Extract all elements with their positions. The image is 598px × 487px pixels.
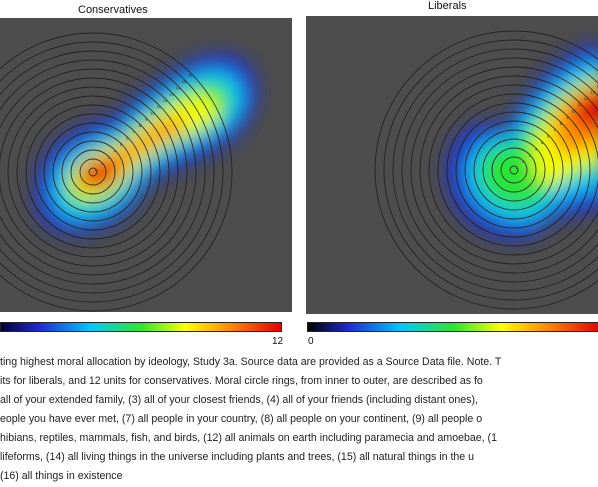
moral-circle-ring — [79, 158, 107, 186]
heatmap-conservatives: 1 2 3 4 5 6 7 8 9 10 11 12 13 14 15 16 — [0, 18, 292, 312]
ring-number-label: 14 — [596, 83, 598, 88]
caption-line: lifeforms, (14) all living things in the… — [0, 451, 475, 463]
colorbar-min-label-liberals: 0 — [308, 336, 314, 347]
ring-number-label: 9 — [145, 117, 148, 122]
caption-line: hibians, reptiles, mammals, fish, and bi… — [0, 432, 497, 444]
moral-circle-ring — [0, 50, 215, 294]
ring-number-label: 3 — [107, 155, 110, 160]
ring-number-label: 11 — [157, 104, 162, 109]
caption-line: its for liberals, and 12 units for conse… — [0, 375, 483, 387]
moral-circle-ring — [455, 111, 573, 229]
moral-circle-ring — [16, 95, 170, 249]
moral-circle-ring — [70, 149, 116, 195]
ring-number-label: 4 — [535, 146, 538, 151]
caption-line: all of your extended family, (3) all of … — [0, 394, 478, 406]
moral-circle-ring — [482, 138, 546, 202]
ring-number-label: 10 — [150, 111, 155, 116]
moral-circle-ring — [374, 30, 598, 310]
moral-circle-ring — [500, 156, 528, 184]
ring-number-label: 3 — [528, 153, 531, 158]
ring-number-label: 5 — [120, 142, 123, 147]
heat-layer — [446, 44, 598, 240]
moral-circle-ring — [0, 77, 188, 267]
moral-circle-ring — [88, 167, 98, 177]
ring-number-label: 10 — [571, 109, 576, 114]
ring-number-label: 8 — [139, 123, 142, 128]
moral-circle-ring — [0, 59, 206, 285]
ring-number-label: 12 — [163, 98, 168, 103]
ring-number-label: 4 — [114, 148, 117, 153]
ring-number-label: 12 — [584, 96, 589, 101]
ring-number-label: 6 — [547, 134, 550, 139]
moral-circle-ring — [61, 140, 125, 204]
moral-circle-ring — [383, 39, 598, 301]
moral-circle-ring — [34, 113, 152, 231]
ring-number-label: 6 — [126, 136, 129, 141]
colorbar-liberals — [307, 322, 598, 332]
panel-title-conservatives: Conservatives — [78, 4, 148, 16]
moral-circle-ring — [52, 131, 134, 213]
figure-caption: ting highest moral allocation by ideolog… — [0, 353, 598, 486]
ring-number-label: 1 — [516, 165, 519, 170]
moral-circle-ring — [43, 122, 143, 222]
moral-circle-ring — [7, 86, 179, 258]
ring-number-label: 11 — [578, 102, 583, 107]
moral-circle-ring — [428, 84, 598, 256]
moral-circle-ring — [410, 66, 598, 274]
moral-circle-ring — [437, 93, 591, 247]
ring-number-label: 5 — [541, 140, 544, 145]
colorbar-max-label-conservatives: 12 — [272, 336, 284, 347]
moral-circle-ring — [25, 104, 161, 240]
moral-circle-ring — [464, 120, 564, 220]
caption-line: (16) all things in existence — [0, 470, 123, 482]
moral-circle-ring — [509, 165, 519, 175]
ring-number-label: 2 — [522, 159, 525, 164]
ring-number-label: 13 — [169, 92, 174, 97]
caption-line: eople you have ever met, (7) all people … — [0, 413, 483, 425]
ring-number-label: 2 — [101, 161, 104, 166]
ring-number-label: 8 — [560, 121, 563, 126]
moral-circle-ring — [392, 48, 598, 292]
moral-circle-ring — [446, 102, 582, 238]
ring-number-label: 16 — [188, 73, 193, 78]
moral-circle-ring — [419, 75, 598, 265]
moral-circle-ring — [0, 41, 224, 303]
moral-circle-ring — [401, 57, 598, 283]
heat-region — [79, 159, 121, 189]
panel-title-liberals: Liberals — [428, 0, 467, 12]
ring-number-label: 14 — [175, 85, 180, 90]
moral-circle-ring — [0, 32, 233, 312]
caption-line: ting highest moral allocation by ideolog… — [0, 356, 502, 368]
moral-circle-ring — [473, 129, 555, 211]
colorbar-conservatives — [0, 322, 282, 332]
ring-number-label: 15 — [182, 79, 187, 84]
moral-circle-ring — [491, 147, 537, 193]
moral-circle-ring — [0, 68, 197, 276]
ring-number-label: 1 — [95, 167, 98, 172]
ring-number-label: 7 — [132, 129, 135, 134]
heat-layer — [34, 53, 258, 235]
ring-number-label: 9 — [566, 115, 569, 120]
ring-number-label: 7 — [553, 127, 556, 132]
ring-number-label: 13 — [590, 90, 595, 95]
